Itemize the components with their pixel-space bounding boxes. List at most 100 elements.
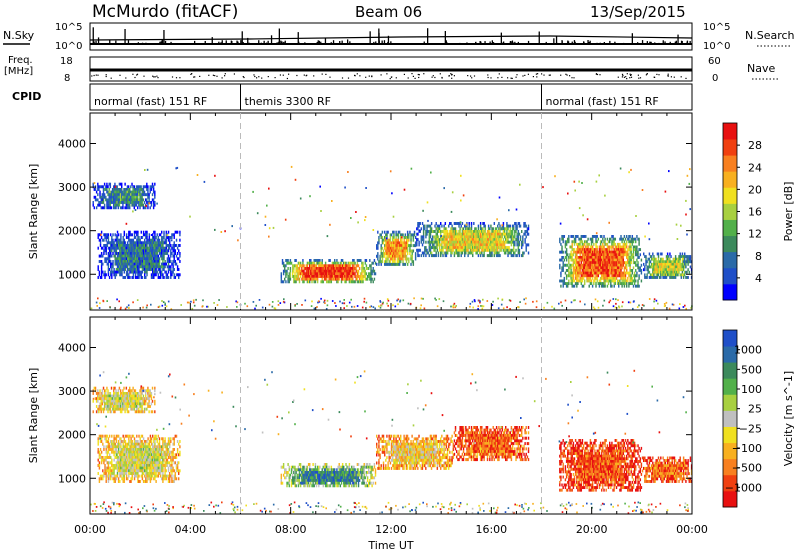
data-cell: [152, 254, 154, 258]
data-cell: [491, 240, 493, 244]
data-cell: [152, 203, 155, 207]
data-cell: [113, 273, 115, 277]
data-cell: [564, 256, 567, 259]
data-cell: [116, 262, 119, 266]
data-cell: [633, 237, 636, 241]
data-cell: [673, 262, 676, 266]
data-cell: [611, 250, 613, 254]
nsky-frame: [89, 22, 693, 51]
data-cell: [324, 277, 327, 281]
data-cell: [460, 224, 462, 228]
data-cell: [437, 230, 440, 233]
data-cell: [442, 248, 444, 252]
data-cell: [612, 276, 614, 280]
freq-label: Freq.: [8, 55, 33, 66]
data-cell: [346, 305, 348, 307]
data-cell: [133, 262, 136, 266]
data-cell: [641, 304, 644, 306]
data-cell: [343, 299, 345, 301]
data-cell: [102, 193, 105, 197]
data-cell: [502, 238, 505, 242]
data-cell: [494, 240, 497, 244]
data-cell: [668, 260, 670, 264]
data-cell: [109, 185, 112, 189]
data-cell: [380, 252, 382, 256]
data-cell: [582, 258, 585, 262]
data-cell: [475, 251, 477, 255]
nsky-bar: [161, 40, 164, 44]
data-cell: [134, 265, 137, 269]
data-cell: [535, 300, 538, 303]
data-cell: [124, 195, 126, 199]
data-cell: [123, 268, 126, 271]
data-cell: [107, 201, 109, 204]
data-cell: [356, 280, 359, 284]
data-cell: [684, 255, 686, 259]
data-cell: [666, 273, 669, 277]
data-cell: [133, 270, 136, 274]
data-cell: [140, 273, 143, 277]
nsky-bar: [614, 41, 616, 44]
data-cell: [611, 276, 613, 280]
data-cell: [442, 254, 444, 258]
data-cell: [571, 271, 573, 275]
data-cell: [103, 233, 105, 237]
nsky-bar: [95, 40, 97, 44]
nave-dot: [93, 74, 95, 77]
data-cell: [113, 188, 115, 191]
data-cell: [503, 243, 506, 247]
data-cell: [651, 273, 653, 277]
data-cell: [502, 246, 505, 250]
data-cell: [329, 272, 331, 276]
data-cell: [619, 250, 621, 254]
data-cell: [139, 273, 141, 277]
data-cell: [613, 258, 615, 262]
data-cell: [597, 263, 600, 267]
data-cell: [314, 280, 317, 284]
data-cell: [314, 277, 317, 281]
data-cell: [146, 168, 149, 171]
data-cell: [588, 279, 590, 283]
data-cell: [523, 222, 525, 225]
nsky-bar: [163, 30, 165, 44]
data-cell: [295, 267, 297, 270]
data-cell: [161, 265, 163, 269]
data-cell: [486, 240, 489, 244]
data-cell: [452, 230, 455, 233]
nave-dot: [193, 76, 195, 78]
data-cell: [632, 245, 635, 249]
data-cell: [492, 230, 494, 233]
data-cell: [604, 194, 606, 197]
data-cell: [170, 236, 172, 239]
data-cell: [385, 237, 388, 240]
data-cell: [162, 262, 164, 266]
data-cell: [508, 248, 510, 252]
data-cell: [621, 261, 623, 265]
data-cell: [593, 253, 595, 257]
data-cell: [477, 240, 480, 244]
data-cell: [386, 241, 388, 245]
data-cell: [123, 246, 126, 250]
data-cell: [138, 246, 140, 250]
data-cell: [427, 224, 429, 228]
data-cell: [574, 269, 577, 272]
data-cell: [479, 235, 482, 239]
data-cell: [123, 254, 126, 258]
data-cell: [173, 268, 175, 271]
data-cell: [620, 269, 622, 272]
data-cell: [474, 235, 476, 239]
data-cell: [624, 282, 627, 286]
data-cell: [481, 307, 484, 310]
data-cell: [145, 198, 147, 202]
data-cell: [296, 264, 298, 268]
data-cell: [601, 266, 603, 270]
freq-tick-bottom: 8: [64, 73, 70, 84]
nave-dot: [391, 76, 393, 78]
data-cell: [458, 230, 460, 233]
data-cell: [479, 254, 482, 258]
data-cell: [100, 273, 103, 277]
data-cell: [303, 264, 305, 268]
data-cell: [135, 193, 138, 197]
data-cell: [364, 259, 367, 262]
data-cell: [113, 241, 115, 245]
